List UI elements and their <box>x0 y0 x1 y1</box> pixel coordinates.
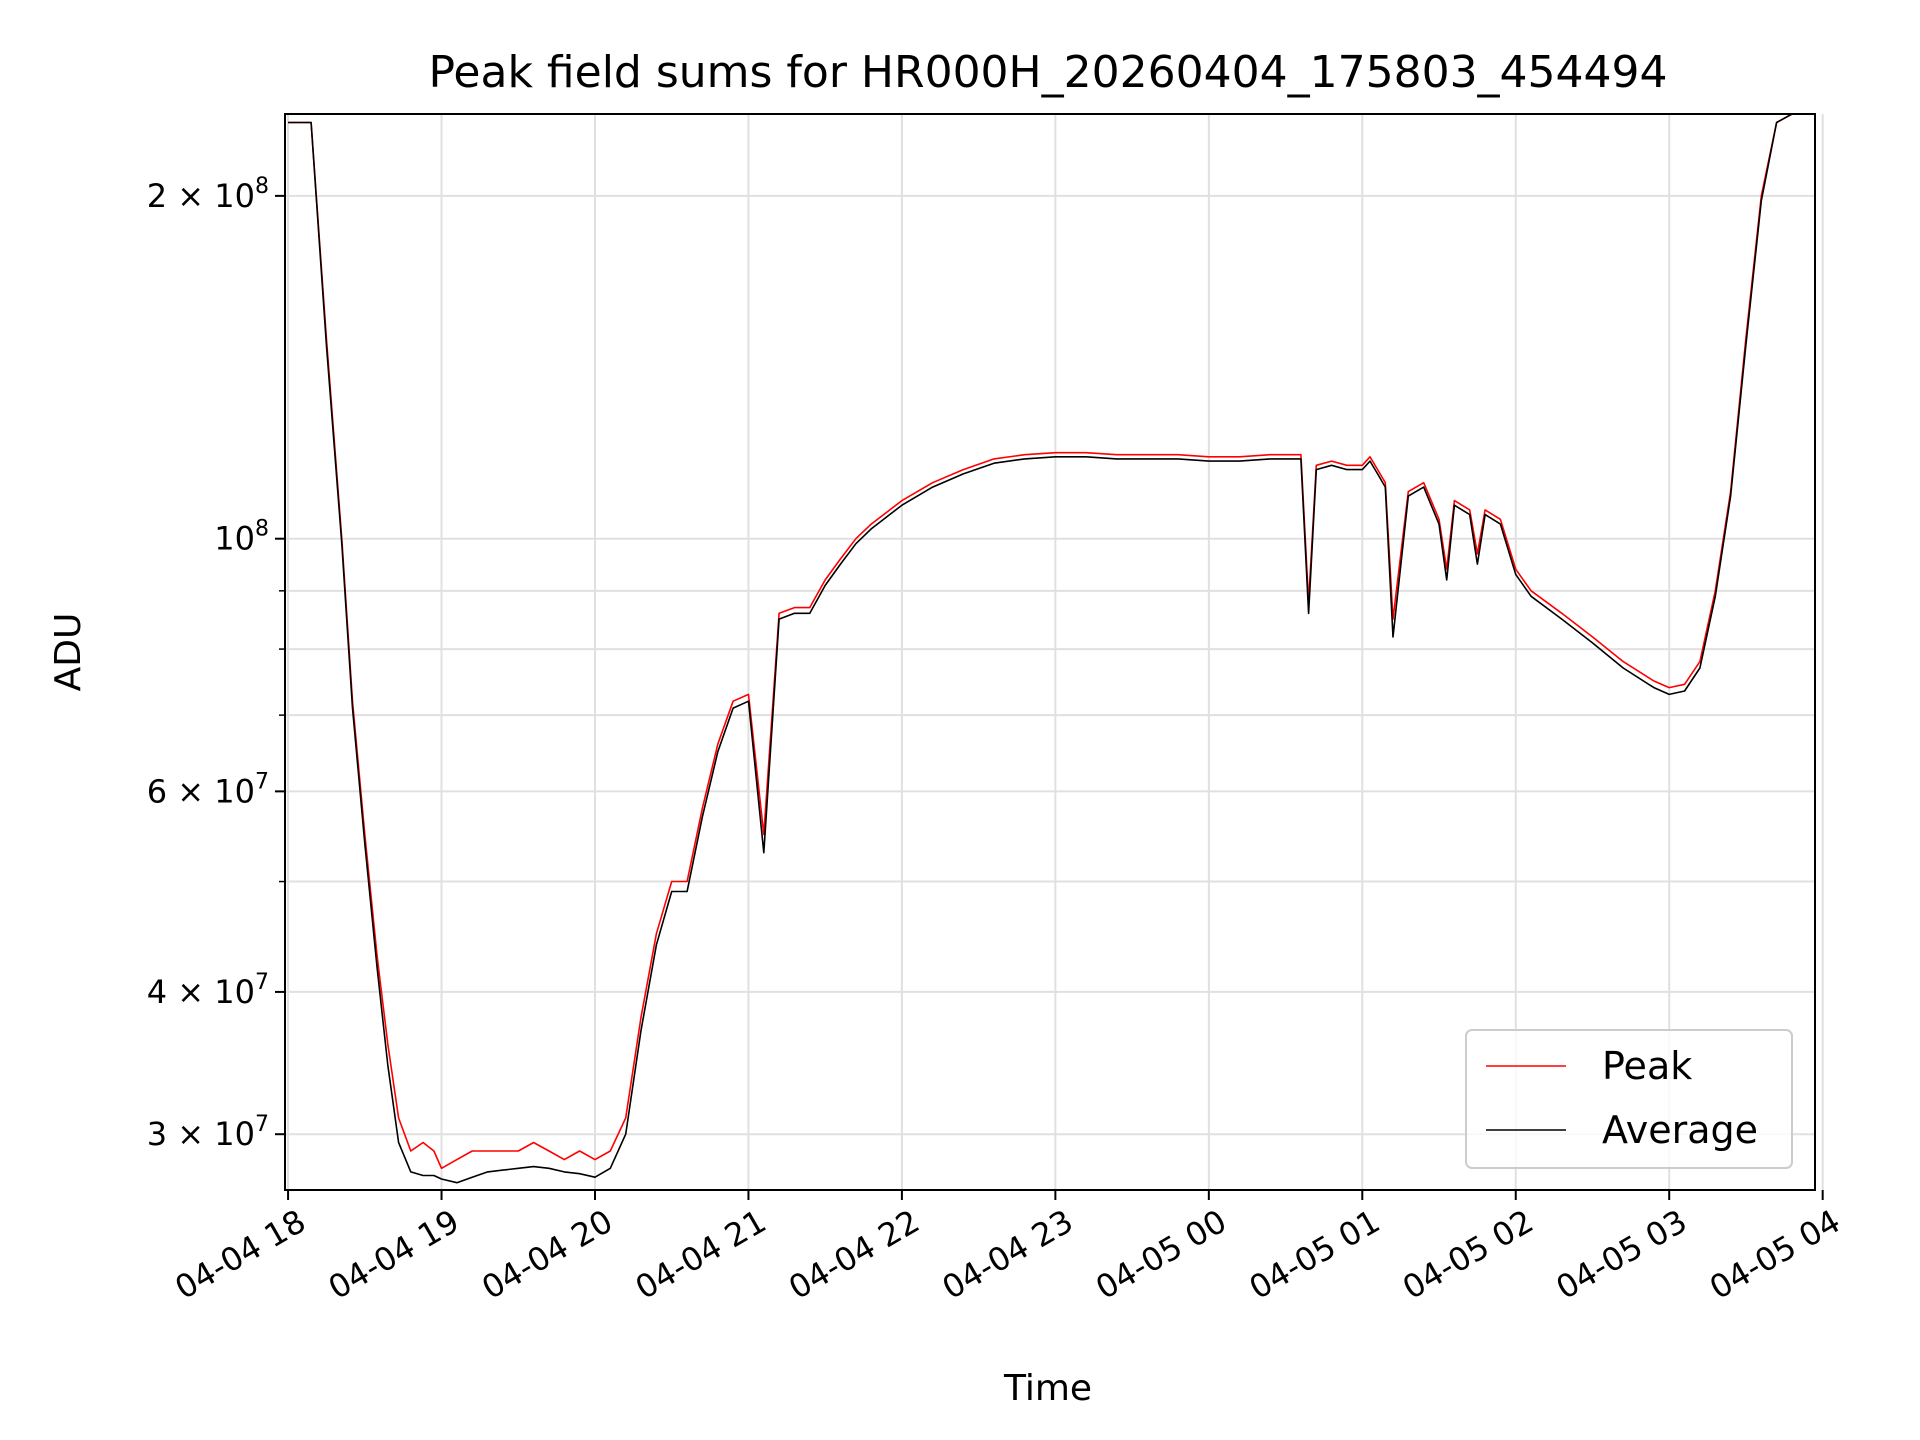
chart-title: Peak field sums for HR000H_20260404_1758… <box>428 47 1667 98</box>
y-tick-label: 6 × 107 <box>147 769 269 810</box>
y-axis-ticks: 3 × 107 4 × 107 6 × 107 108 2 × 108 <box>147 174 285 1153</box>
y-tick-label: 2 × 108 <box>147 174 269 215</box>
y-tick-label: 3 × 107 <box>147 1112 269 1153</box>
legend-box <box>1465 1029 1793 1169</box>
grid <box>285 114 1824 1190</box>
series-line-peak <box>288 114 1800 1170</box>
x-axis-label: Time <box>1003 1368 1092 1409</box>
y-axis-label: ADU <box>48 613 89 692</box>
y-tick-label: 4 × 107 <box>147 970 269 1011</box>
legend-average-label: Average <box>1602 1108 1758 1152</box>
legend: Peak Average <box>1465 1029 1793 1169</box>
series-line-average <box>288 114 1800 1184</box>
plot-frame <box>284 113 1816 1191</box>
series-layer <box>288 114 1800 1184</box>
y-tick-label: 108 <box>214 517 269 558</box>
legend-peak-label: Peak <box>1602 1044 1692 1088</box>
